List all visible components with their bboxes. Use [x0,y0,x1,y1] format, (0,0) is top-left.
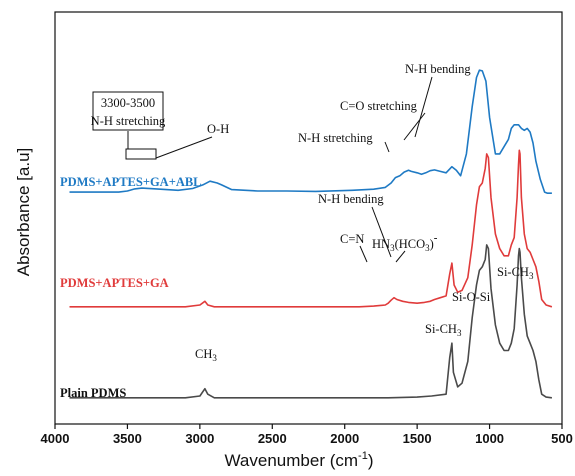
x-tick-label: 500 [551,431,573,446]
annotation-cn-leader [359,245,368,263]
annotation-nh-stretching-blue: N-H stretching [298,131,373,145]
series-layer [69,69,553,399]
annotation-hn3hco3: HN3(HCO3)- [372,232,438,253]
annotation-siosi: Si-O-Si [452,290,491,304]
annotation-nh-bending-red: N-H bending [318,192,384,206]
annotation-nh-bending-red-leader [371,206,392,258]
series-line-0 [69,69,552,194]
annotation-hn3hco3-leader [395,250,406,263]
series-label-abl: PDMS+APTES+GA+ABL [60,175,202,189]
x-axis-ticks: 4000 3500 3000 2500 2000 1500 1000 500 [41,424,573,446]
series-line-1 [69,149,553,308]
annotation-nh-bending-blue: N-H bending [405,62,471,76]
annotation-co-leader [403,112,426,141]
annotation-oh-leader [155,136,213,159]
annotation-box [92,91,164,131]
annotation-sich3-low: Si-CH3 [425,322,462,338]
x-tick-label: 1500 [403,431,432,446]
series-line-2 [69,244,552,399]
series-label-ga: PDMS+APTES+GA [60,276,169,290]
annotation-oh: O-H [207,122,229,136]
annotation-box-nh-stretching: N-H stretching [91,114,166,128]
annotation-nh-stretching-leader [384,141,390,153]
plot-frame [54,11,563,425]
x-tick-label: 3000 [185,431,214,446]
x-tick-label: 2500 [258,431,287,446]
x-axis-label: Wavenumber (cm-1) [225,450,374,470]
annotation-cn: C=N [340,232,364,246]
annotation-sich3-high: Si-CH3 [497,265,534,281]
annotation-ch3: CH3 [195,347,217,363]
x-tick-label: 4000 [41,431,70,446]
series-label-plain: Plain PDMS [60,386,126,400]
x-tick-label: 3500 [113,431,142,446]
x-tick-label: 2000 [330,431,359,446]
x-tick-label: 1000 [475,431,504,446]
annotation-region-marker [125,148,157,160]
annotation-co-stretching: C=O stretching [340,99,418,113]
annotation-nh-bending-blue-leader [414,76,433,138]
annotation-box-range: 3300-3500 [101,96,155,110]
y-axis-label: Absorbance [a.u] [14,148,33,277]
